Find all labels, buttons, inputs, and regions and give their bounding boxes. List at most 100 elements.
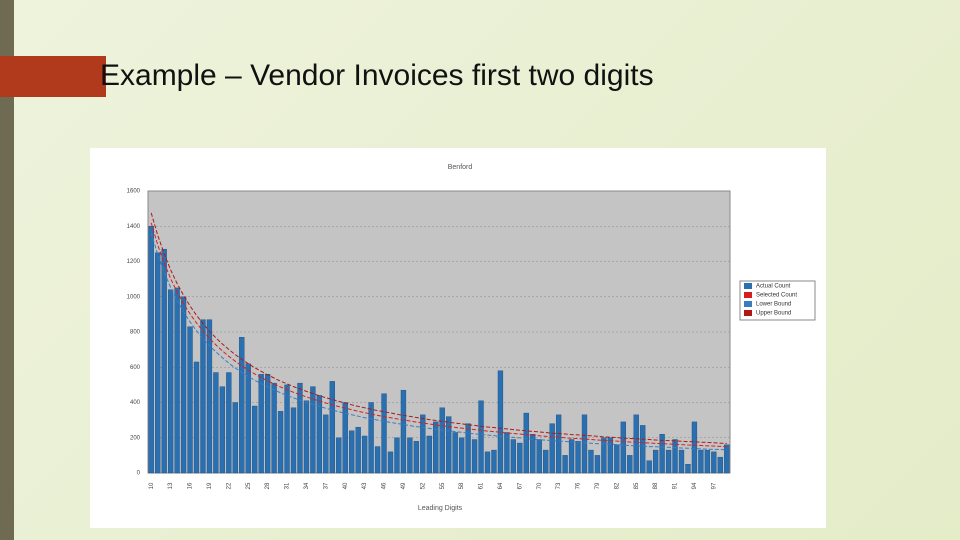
- bar: [575, 441, 581, 474]
- x-tick-label: 37: [323, 482, 329, 489]
- x-tick-label: 34: [304, 482, 310, 489]
- x-tick-label: 97: [711, 482, 717, 489]
- x-tick-label: 85: [634, 482, 640, 489]
- bar: [665, 449, 672, 474]
- bar: [167, 289, 174, 474]
- bar: [206, 319, 213, 474]
- bar: [536, 439, 542, 474]
- bar: [465, 423, 471, 474]
- bar: [381, 393, 387, 474]
- x-tick-label: 28: [265, 482, 271, 489]
- x-tick-label: 31: [285, 482, 291, 489]
- bar: [303, 400, 310, 474]
- chart-title: Benford: [448, 164, 473, 171]
- bar: [562, 455, 568, 474]
- bar: [252, 405, 258, 474]
- bar: [523, 412, 529, 474]
- y-tick-label: 600: [130, 365, 141, 371]
- bar: [187, 326, 193, 474]
- bar: [290, 407, 297, 474]
- bar: [652, 449, 659, 474]
- bar: [271, 382, 277, 474]
- bar: [148, 226, 154, 474]
- x-tick-label: 22: [226, 482, 232, 489]
- series-line: [150, 232, 727, 451]
- x-tick-label: 43: [362, 482, 368, 489]
- bar: [497, 370, 504, 474]
- bar: [607, 437, 614, 474]
- bar: [394, 437, 400, 474]
- bar: [510, 439, 517, 474]
- bar: [568, 439, 575, 474]
- bar: [426, 435, 432, 474]
- bar: [355, 426, 361, 474]
- bar: [193, 361, 200, 474]
- legend-swatch: [744, 283, 752, 289]
- series-line: [150, 212, 727, 444]
- bar: [517, 442, 523, 474]
- y-tick-label: 1600: [127, 189, 141, 195]
- x-tick-label: 64: [498, 482, 504, 489]
- bar: [336, 437, 342, 474]
- x-tick-label: 91: [673, 482, 679, 489]
- title-tab: [0, 56, 106, 97]
- x-tick-label: 10: [149, 482, 155, 489]
- y-tick-label: 800: [130, 330, 141, 336]
- x-tick-label: 88: [653, 482, 659, 489]
- bar: [161, 248, 167, 474]
- bar: [627, 455, 633, 474]
- bar: [555, 414, 562, 474]
- bar: [374, 446, 381, 474]
- x-tick-label: 70: [537, 482, 543, 489]
- legend-label: Lower Bound: [756, 302, 791, 308]
- bar: [284, 384, 290, 474]
- bar: [277, 411, 284, 474]
- bar: [504, 432, 510, 474]
- bar: [620, 421, 626, 474]
- bar: [387, 451, 394, 474]
- x-tick-label: 94: [692, 482, 698, 489]
- legend-swatch: [744, 310, 752, 316]
- bar: [433, 421, 439, 474]
- x-tick-label: 49: [401, 482, 407, 489]
- bar: [646, 460, 652, 474]
- bar: [581, 414, 588, 474]
- bar: [232, 402, 238, 474]
- bar: [226, 372, 232, 474]
- bar: [219, 386, 226, 474]
- y-tick-label: 400: [130, 400, 141, 406]
- bar: [711, 451, 717, 474]
- bar: [213, 372, 219, 474]
- bar: [471, 439, 478, 474]
- y-tick-label: 1400: [127, 224, 141, 230]
- bar: [685, 463, 691, 474]
- legend-label: Selected Count: [756, 293, 797, 299]
- left-bar: [0, 0, 14, 540]
- bar: [452, 432, 458, 474]
- bar: [155, 252, 161, 474]
- bar: [400, 389, 407, 474]
- bar: [323, 414, 329, 474]
- x-tick-label: 79: [595, 482, 601, 489]
- y-tick-label: 1200: [127, 259, 141, 265]
- legend-label: Upper Bound: [756, 311, 791, 317]
- x-tick-label: 40: [343, 482, 349, 489]
- x-tick-label: 55: [440, 482, 446, 489]
- x-tick-label: 82: [614, 482, 620, 489]
- bar: [698, 449, 704, 474]
- bar: [368, 402, 374, 474]
- x-tick-label: 61: [479, 482, 485, 489]
- x-tick-label: 76: [576, 482, 582, 489]
- bar: [491, 449, 497, 474]
- legend: [739, 280, 816, 321]
- bar: [420, 414, 426, 474]
- bar: [361, 435, 368, 474]
- bar: [180, 296, 187, 474]
- bar: [704, 449, 711, 474]
- bar: [543, 449, 549, 474]
- y-tick-label: 200: [130, 435, 141, 441]
- bar: [310, 386, 316, 474]
- bar: [413, 441, 420, 474]
- bar: [549, 423, 555, 474]
- x-tick-label: 25: [246, 482, 252, 489]
